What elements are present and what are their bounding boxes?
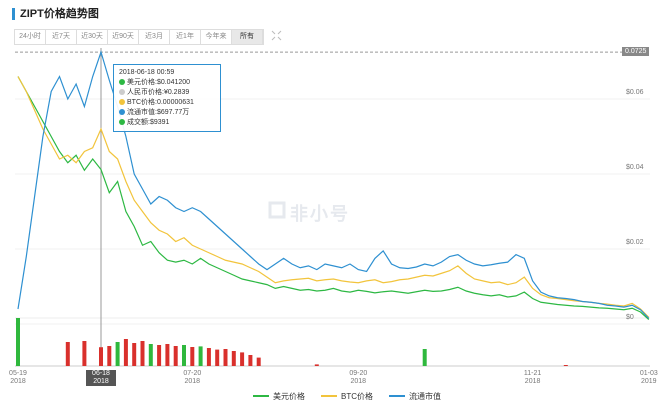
legend-swatch bbox=[389, 395, 405, 397]
tooltip-text: 成交额:$9391 bbox=[127, 119, 170, 126]
volume-bar bbox=[173, 346, 178, 366]
y-tick-label: $0.02 bbox=[626, 239, 644, 246]
x-tick-label: 11-21 2018 bbox=[523, 370, 542, 385]
tab[interactable]: 近90天 bbox=[108, 30, 139, 44]
y-tick-label: $0.06 bbox=[626, 89, 644, 96]
legend-swatch bbox=[253, 395, 269, 397]
tooltip-row: 美元价格:$0.041200 bbox=[119, 78, 215, 88]
volume-bar bbox=[132, 343, 137, 366]
legend-label: 流通市值 bbox=[409, 392, 441, 401]
volume-bar bbox=[422, 349, 427, 366]
volume-bar bbox=[82, 341, 87, 366]
volume-bar bbox=[16, 318, 20, 366]
volume-bar bbox=[248, 355, 253, 366]
title: ZIPT价格趋势图 bbox=[12, 8, 99, 20]
x-tick-label: 05-19 2018 bbox=[9, 370, 27, 385]
volume-bar bbox=[563, 365, 568, 366]
legend-item[interactable]: 流通市值 bbox=[389, 391, 441, 402]
volume-bar bbox=[165, 344, 170, 366]
volume-bar bbox=[223, 349, 228, 366]
watermark-logo bbox=[268, 201, 286, 219]
legend-label: 美元价格 bbox=[273, 392, 305, 401]
tooltip-row: BTC价格:0.00000631 bbox=[119, 98, 215, 108]
x-tick-label: 06-18 2018 bbox=[86, 370, 116, 386]
legend-item[interactable]: BTC价格 bbox=[321, 391, 373, 402]
tab[interactable]: 今年来 bbox=[201, 30, 232, 44]
volume-bar bbox=[190, 347, 195, 366]
volume-bar bbox=[123, 339, 128, 366]
volume-bar bbox=[99, 347, 103, 366]
tab-bar: 24小时 近7天 近30天 近90天 近3月 近1年 今年来 所有 bbox=[14, 29, 264, 45]
volume-bar bbox=[314, 364, 319, 366]
watermark: 非小号 bbox=[290, 204, 350, 224]
volume-bar bbox=[182, 345, 186, 366]
tab[interactable]: 24小时 bbox=[15, 30, 46, 44]
volume-bar bbox=[240, 352, 245, 366]
tab[interactable]: 近3月 bbox=[139, 30, 170, 44]
volume-bar bbox=[215, 349, 220, 366]
tooltip-date: 2018-06-18 00:59 bbox=[119, 69, 175, 76]
volume-bar bbox=[256, 357, 261, 366]
tooltip-text: 人民币价格:¥0.2839 bbox=[127, 89, 190, 96]
legend-item[interactable]: 美元价格 bbox=[253, 391, 305, 402]
volume-bar bbox=[231, 351, 236, 366]
volume-bar bbox=[198, 346, 203, 366]
y-tick-label: $0.04 bbox=[626, 164, 644, 171]
tooltip-row: 人民币价格:¥0.2839 bbox=[119, 88, 215, 98]
legend-swatch bbox=[321, 395, 337, 397]
tab[interactable]: 近1年 bbox=[170, 30, 201, 44]
tooltip-text: BTC价格:0.00000631 bbox=[127, 99, 194, 106]
line bbox=[17, 76, 650, 320]
tab[interactable]: 所有 bbox=[232, 30, 263, 44]
volume-bar bbox=[107, 346, 112, 366]
x-tick-label: 01-03 2019 bbox=[639, 370, 658, 385]
tooltip-dot bbox=[119, 109, 125, 115]
tooltip: 2018-06-18 00:59 美元价格:$0.041200 人民币价格:¥0.… bbox=[113, 64, 221, 132]
legend-label: BTC价格 bbox=[341, 392, 373, 401]
x-tick-label: 09-20 2018 bbox=[349, 370, 368, 385]
tooltip-row: 成交额:$9391 bbox=[119, 118, 215, 128]
tooltip-text: 流通市值:$697.77万 bbox=[127, 109, 190, 116]
volume-bar bbox=[157, 345, 162, 366]
y-tick-label: $0 bbox=[626, 314, 634, 321]
crosshair-label: 0.0725 bbox=[622, 47, 650, 57]
volume-bar bbox=[140, 341, 145, 366]
expand-icon[interactable] bbox=[271, 30, 282, 41]
tooltip-text: 美元价格:$0.041200 bbox=[127, 79, 191, 86]
volume-bar bbox=[115, 342, 120, 366]
tooltip-dot bbox=[119, 79, 125, 85]
volume-bar bbox=[206, 348, 211, 366]
tooltip-dot bbox=[119, 119, 125, 125]
line bbox=[17, 76, 650, 318]
volume-bar bbox=[65, 342, 70, 366]
volume-bar bbox=[148, 344, 153, 366]
x-tick-label: 07-20 2018 bbox=[183, 370, 202, 385]
tooltip-dot bbox=[119, 89, 125, 95]
tab[interactable]: 近7天 bbox=[46, 30, 77, 44]
tooltip-row: 流通市值:$697.77万 bbox=[119, 108, 215, 118]
tooltip-dot bbox=[119, 99, 125, 105]
tab[interactable]: 近30天 bbox=[77, 30, 108, 44]
